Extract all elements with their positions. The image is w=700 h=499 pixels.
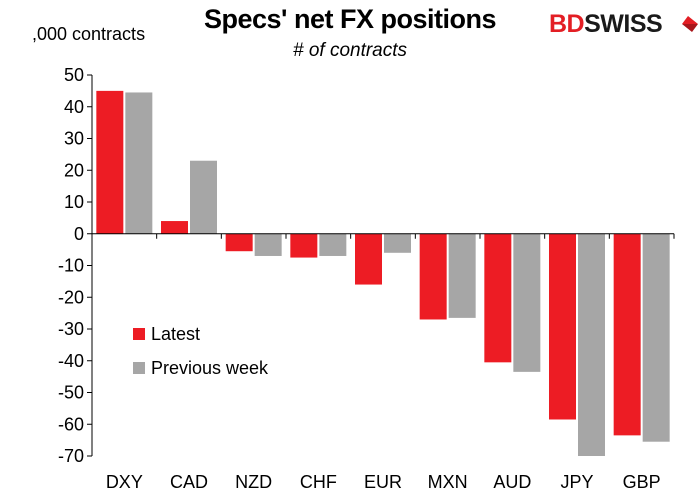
bar-dxy-latest xyxy=(96,90,124,234)
y-tick-label: -20 xyxy=(58,287,84,307)
y-tick-label: -60 xyxy=(58,414,84,434)
y-tick-label: -50 xyxy=(58,383,84,403)
legend-label-latest: Latest xyxy=(151,324,200,344)
bar-aud-previous-week xyxy=(513,233,541,372)
bar-eur-previous-week xyxy=(384,233,411,253)
y-axis-unit-label: ,000 contracts xyxy=(32,24,146,44)
brand-logo: BDSWISS xyxy=(549,10,663,39)
y-tick-label: 40 xyxy=(64,97,84,117)
y-tick-label: -30 xyxy=(58,319,84,339)
x-tick-label: MXN xyxy=(428,472,468,492)
bar-group xyxy=(96,90,670,456)
x-tick-label: CHF xyxy=(300,472,337,492)
bar-mxn-previous-week xyxy=(448,233,476,318)
y-tick-label: 10 xyxy=(64,192,84,212)
y-tick-label: 50 xyxy=(64,65,84,85)
y-tick-label: 30 xyxy=(64,129,84,149)
x-tick-label: JPY xyxy=(560,472,593,492)
bar-jpy-latest xyxy=(549,233,576,420)
x-tick-label: GBP xyxy=(623,472,661,492)
y-tick-label: -40 xyxy=(58,351,84,371)
bar-mxn-latest xyxy=(419,233,447,320)
bar-chf-latest xyxy=(290,233,318,258)
bar-dxy-previous-week xyxy=(125,92,153,234)
y-tick-label: -10 xyxy=(58,256,84,276)
x-tick-label: DXY xyxy=(106,472,143,492)
axes: 50 40 30 20 10 0 -10 -20 -30 -40 -50 -60 -70 DXY CAD NZ… xyxy=(58,65,675,492)
bar-chf-previous-week xyxy=(319,233,347,256)
brand-arrow-icon xyxy=(682,16,698,32)
legend-label-previous-week: Previous week xyxy=(151,358,269,378)
legend-swatch-previous-week xyxy=(133,362,145,374)
bar-nzd-latest xyxy=(225,233,253,252)
bar-nzd-previous-week xyxy=(254,233,282,256)
y-tick-label: 0 xyxy=(74,224,84,244)
x-tick-label: CAD xyxy=(170,472,208,492)
y-tick-label: -70 xyxy=(58,446,84,466)
x-tick-label: AUD xyxy=(493,472,531,492)
brand-logo-part1: BD xyxy=(549,10,585,38)
brand-logo-part2: SWISS xyxy=(584,10,663,38)
x-tick-label: NZD xyxy=(235,472,272,492)
bar-eur-latest xyxy=(355,233,382,285)
bar-aud-latest xyxy=(484,233,512,363)
legend-swatch-latest xyxy=(133,328,145,340)
bar-cad-previous-week xyxy=(190,160,217,234)
bar-gbp-previous-week xyxy=(642,233,670,442)
legend: Latest Previous week xyxy=(133,324,269,378)
chart-title: Specs' net FX positions xyxy=(204,4,496,34)
bar-cad-latest xyxy=(161,221,188,234)
y-tick-label: 20 xyxy=(64,160,84,180)
chart-subtitle: # of contracts xyxy=(292,40,408,61)
x-tick-label: EUR xyxy=(364,472,402,492)
bar-jpy-previous-week xyxy=(578,233,605,456)
bar-gbp-latest xyxy=(613,233,641,436)
